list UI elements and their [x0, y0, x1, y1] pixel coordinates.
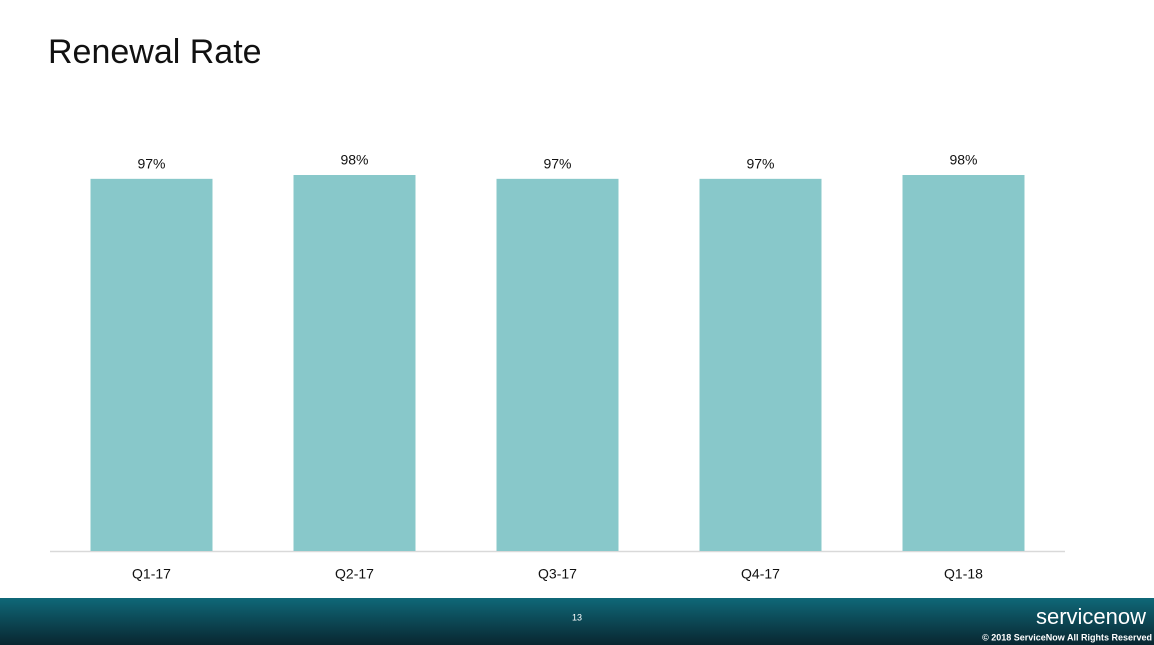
bar: [90, 178, 213, 551]
data-label: 97%: [137, 156, 165, 172]
bar: [496, 178, 619, 551]
x-tick-label: Q2-17: [335, 566, 374, 582]
copyright: © 2018 ServiceNow All Rights Reserved: [982, 632, 1152, 642]
bar: [902, 175, 1025, 551]
x-tick-label: Q1-17: [132, 566, 171, 582]
chart-title: Renewal Rate: [48, 33, 262, 71]
data-label: 98%: [340, 152, 368, 168]
page-number: 13: [572, 612, 582, 622]
x-tick-label: Q3-17: [538, 566, 577, 582]
data-label: 98%: [949, 152, 977, 168]
data-label: 97%: [746, 156, 774, 172]
footer-band: [0, 598, 1154, 645]
x-tick-label: Q4-17: [741, 566, 780, 582]
logo: servicenow: [1036, 604, 1146, 629]
data-label: 97%: [543, 156, 571, 172]
bar: [699, 178, 822, 551]
x-tick-label: Q1-18: [944, 566, 983, 582]
bar: [293, 175, 416, 551]
